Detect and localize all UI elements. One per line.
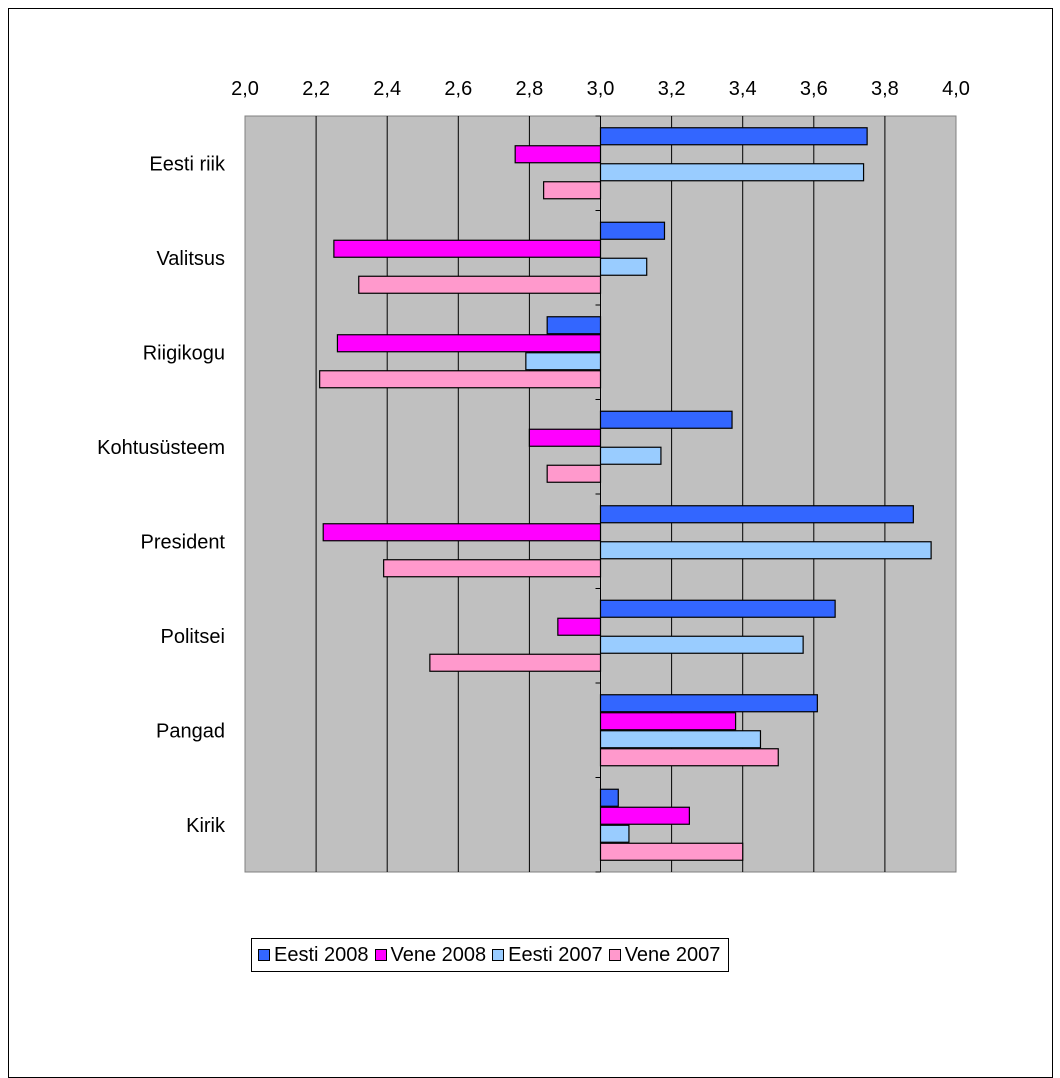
- category-label: Pangad: [156, 720, 225, 742]
- x-tick-label: 3,6: [800, 78, 828, 100]
- bar: [557, 617, 602, 636]
- legend-item: Vene 2007: [608, 943, 721, 967]
- x-tick-label: 2,2: [302, 78, 330, 100]
- legend-swatch: [258, 949, 270, 961]
- x-tick-label: 3,8: [871, 78, 899, 100]
- bar: [599, 788, 619, 807]
- legend-label: Vene 2008: [390, 943, 487, 966]
- bar: [543, 181, 602, 200]
- bar: [546, 464, 602, 483]
- legend-label: Vene 2007: [624, 943, 721, 966]
- bar: [525, 352, 602, 371]
- bar: [599, 694, 818, 713]
- x-tick-label: 2,6: [444, 78, 472, 100]
- bar: [383, 559, 602, 578]
- bar: [599, 824, 630, 843]
- category-label: Kirik: [186, 815, 226, 837]
- bar: [528, 428, 602, 447]
- x-tick-label: 2,0: [231, 78, 259, 100]
- x-tick-label: 3,2: [658, 78, 686, 100]
- bar: [599, 842, 744, 861]
- x-tick-label: 4,0: [942, 78, 970, 100]
- bar: [599, 163, 865, 182]
- bar: [599, 635, 804, 654]
- x-tick-label: 3,0: [587, 78, 615, 100]
- category-label: Kohtusüsteem: [97, 437, 225, 459]
- legend-item: Eesti 2007: [492, 944, 603, 967]
- bar: [333, 239, 602, 258]
- bar: [319, 370, 602, 389]
- bar: [599, 257, 648, 276]
- legend: Eesti 2008 Vene 2008 Eesti 2007 Vene 2007: [251, 938, 730, 972]
- bar: [599, 599, 836, 618]
- x-tick-label: 2,4: [373, 78, 401, 100]
- bar: [599, 748, 779, 767]
- legend-swatch: [492, 949, 505, 961]
- x-tick-label: 2,8: [515, 78, 543, 100]
- bar: [336, 334, 602, 353]
- legend-swatch: [608, 949, 621, 961]
- bar: [358, 275, 602, 294]
- legend-label: Eesti 2007: [508, 943, 603, 966]
- legend-item: Eesti 2008: [258, 944, 369, 967]
- bar: [599, 505, 914, 524]
- legend-swatch: [374, 949, 387, 961]
- bar: [599, 806, 690, 825]
- category-label: Riigikogu: [143, 342, 225, 364]
- category-label: Politsei: [161, 626, 225, 648]
- x-tick-label: 3,4: [729, 78, 757, 100]
- bar: [599, 730, 762, 749]
- bar: [599, 446, 662, 465]
- category-label: President: [141, 531, 226, 553]
- bar: [599, 127, 868, 146]
- legend-label: Eesti 2008: [274, 943, 369, 966]
- bar: [546, 316, 602, 335]
- category-label: Valitsus: [156, 248, 225, 270]
- bar: [599, 410, 733, 429]
- bar: [429, 653, 602, 672]
- bar: [599, 221, 666, 240]
- bar: [599, 541, 932, 560]
- bar: [514, 145, 602, 164]
- bar: [322, 523, 602, 542]
- bar: [599, 712, 737, 731]
- category-label: Eesti riik: [149, 153, 226, 175]
- legend-item: Vene 2008: [374, 943, 487, 967]
